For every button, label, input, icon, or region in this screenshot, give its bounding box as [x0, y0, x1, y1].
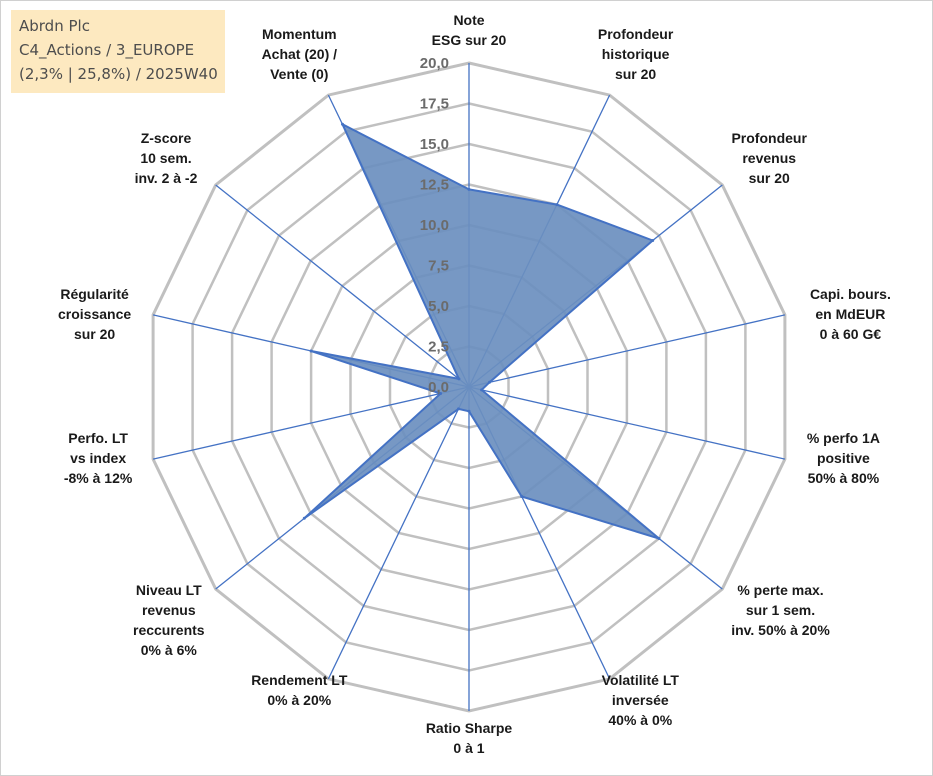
axis-label: % perte max. sur 1 sem. inv. 50% à 20%	[731, 582, 830, 638]
series-point	[488, 380, 491, 384]
axis-label: Régularité croissance sur 20	[58, 286, 131, 342]
tick-label: 15,0	[420, 136, 449, 153]
radar-axis-labels: Note ESG sur 20 Profondeur historique sur 20…	[58, 12, 891, 756]
series-point	[520, 495, 524, 498]
tick-label: 17,5	[420, 96, 449, 113]
series-point	[651, 239, 655, 242]
series-point	[439, 392, 443, 395]
radar-series	[302, 122, 661, 540]
axis-label: Ratio Sharpe 0 à 1	[426, 720, 513, 756]
tick-label: 7,5	[428, 258, 449, 275]
series-point	[480, 388, 484, 392]
series-point	[341, 122, 344, 126]
series-point	[467, 187, 471, 191]
tick-label: 2,5	[428, 339, 449, 356]
title-line-3: (2,3% | 25,8%) / 2025W40	[19, 65, 218, 83]
axis-label: Perfo. LT vs index -8% à 12%	[64, 430, 133, 486]
axis-label: % perfo 1A positive 50% à 80%	[807, 430, 880, 486]
axis-label: Profondeur historique sur 20	[598, 26, 674, 82]
title-line-1: Abrdn Plc	[19, 17, 90, 35]
axis-spoke	[327, 386, 470, 680]
axis-spoke	[152, 386, 470, 460]
axis-spoke	[468, 386, 786, 460]
axis-label: Rendement LT 0% à 20%	[251, 672, 348, 708]
axis-label: Volatilité LT inversée 40% à 0%	[602, 672, 680, 728]
axis-label: Momentum Achat (20) / Vente (0)	[262, 26, 338, 82]
tick-label: 20,0	[420, 55, 449, 72]
tick-label: 5,0	[428, 298, 449, 315]
title-box: Abrdn Plc C4_Actions / 3_EUROPE (2,3% | …	[11, 10, 225, 93]
tick-label: 0,0	[428, 379, 449, 396]
series-point	[467, 409, 471, 413]
tick-label: 12,5	[420, 177, 449, 194]
series-point	[657, 537, 661, 540]
tick-label: 10,0	[420, 217, 449, 234]
series-point	[302, 516, 306, 520]
title-line-2: C4_Actions / 3_EUROPE	[19, 41, 195, 59]
axis-label: Z-score 10 sem. inv. 2 à -2	[135, 130, 198, 186]
axis-spoke	[215, 184, 470, 388]
series-point	[457, 377, 461, 381]
axis-label: Niveau LT revenus reccurents 0% à 6%	[133, 582, 205, 658]
axis-label: Capi. bours. en MdEUR 0 à 60 G€	[810, 286, 891, 342]
radar-tick-labels: 0,0 2,5 5,0 7,5 10,0 12,5 15,0 17,5 20,0	[420, 55, 449, 396]
series-point	[457, 407, 460, 411]
axis-label: Note ESG sur 20	[432, 12, 507, 48]
axis-spoke	[468, 314, 786, 388]
series-point	[309, 349, 313, 353]
axis-label: Profondeur revenus sur 20	[731, 130, 807, 186]
series-point	[555, 203, 559, 207]
